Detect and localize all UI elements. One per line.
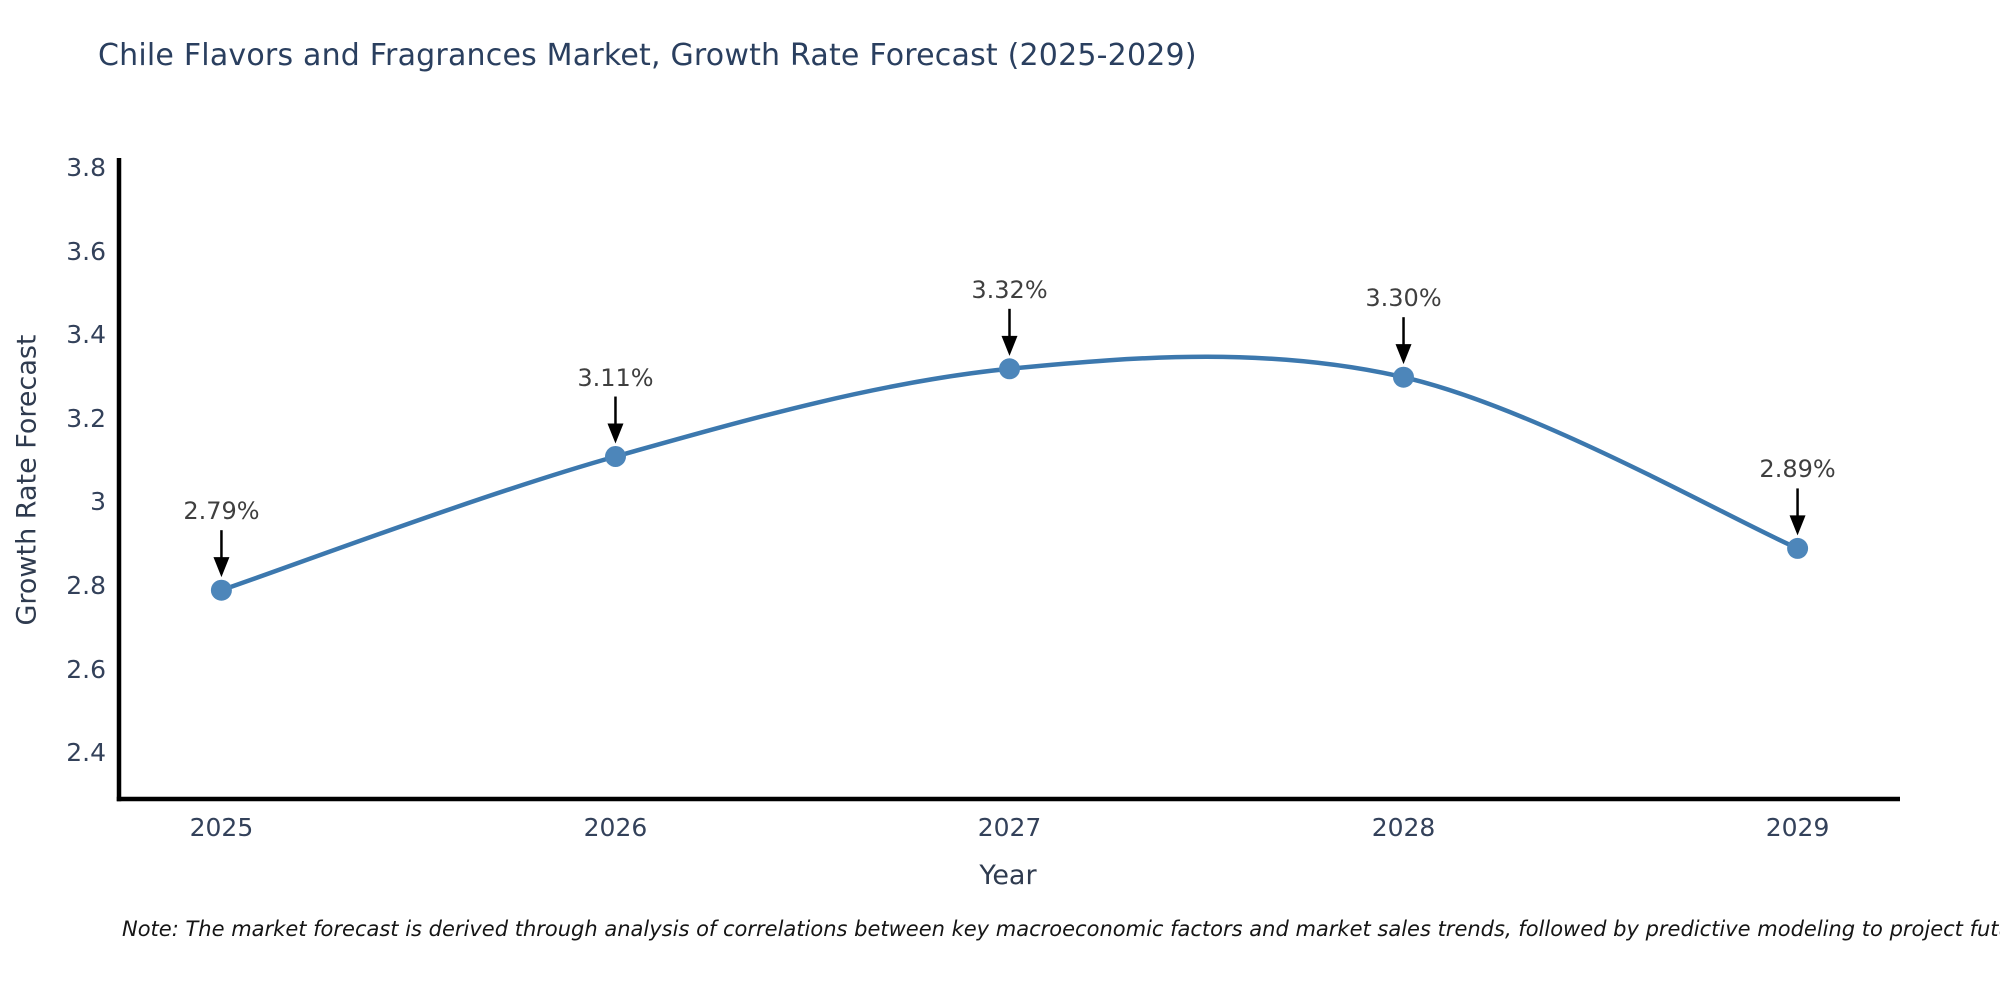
annotation-arrow-head [1789, 515, 1806, 536]
data-point-annotation: 3.30% [1365, 284, 1442, 313]
y-tick-label: 2.4 [66, 738, 106, 768]
x-tick-label: 2026 [583, 813, 648, 842]
x-tick-label: 2025 [189, 813, 254, 842]
y-tick-label: 3.6 [66, 236, 106, 266]
data-point-marker [1393, 366, 1414, 388]
x-tick-label: 2029 [1765, 813, 1830, 842]
data-point-annotation: 2.89% [1759, 455, 1836, 484]
data-point-annotation: 2.79% [183, 497, 260, 526]
annotation-arrow-head [607, 423, 624, 444]
data-point-marker [605, 446, 626, 467]
data-point-marker [1787, 537, 1809, 559]
x-tick-label: 2027 [977, 813, 1042, 842]
trend-line [220, 354, 1799, 593]
annotation-arrow-head [1001, 335, 1018, 356]
y-tick-label: 3.2 [66, 403, 106, 433]
footnote: Note: The market forecast is derived thr… [122, 917, 2000, 941]
y-tick-label: 3.8 [66, 153, 106, 183]
y-tick-label: 3 [90, 487, 106, 517]
data-point-marker [999, 358, 1020, 380]
annotation-arrow-head [213, 557, 230, 578]
y-tick-label: 2.6 [66, 654, 106, 684]
data-point-annotation: 3.11% [577, 363, 654, 392]
data-point-annotation: 3.32% [971, 275, 1048, 304]
y-axis-title: Growth Rate Forecast [11, 334, 43, 626]
chart-title: Chile Flavors and Fragrances Market, Gro… [98, 38, 1197, 73]
y-tick-label: 3.4 [66, 320, 106, 350]
x-tick-label: 2028 [1371, 813, 1436, 842]
data-point-marker [210, 579, 232, 601]
x-axis-title: Year [979, 860, 1037, 891]
annotation-arrow-head [1395, 344, 1412, 365]
y-tick-label: 2.8 [66, 571, 106, 600]
